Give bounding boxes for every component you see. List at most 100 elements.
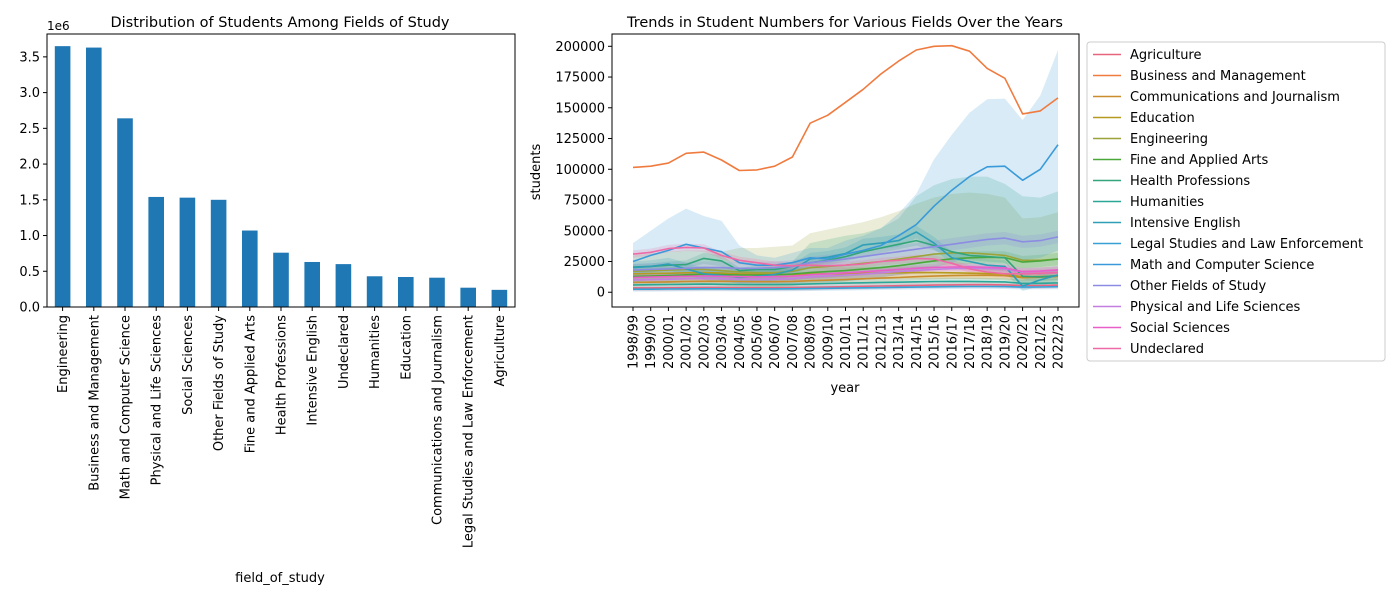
bar-chart-y-tick-label: 2.5 [19, 122, 40, 137]
line-chart-x-tick-label: 2006/07 [768, 315, 783, 369]
bar-chart-x-tick-label: Agriculture [493, 315, 508, 387]
line-chart-y-tick-label: 75000 [564, 194, 605, 209]
bar-chart-x-tick-label: Other Fields of Study [212, 315, 227, 451]
series-line-communications-and-journalism [632, 274, 1059, 284]
line-chart-x-tick-label: 2019/20 [998, 315, 1013, 369]
line-chart-series [632, 44, 1059, 290]
bar-chart-x-tick-label: Health Professions [275, 315, 290, 435]
bar-business-and-management [86, 47, 102, 308]
bar-physical-and-life-sciences [148, 196, 164, 307]
line-chart-y-tick-label: 125000 [555, 132, 605, 147]
line-chart-x-tick-label: 2003/04 [715, 315, 730, 369]
line-chart-x-tick-label: 2001/02 [680, 315, 695, 369]
bar-chart-x-tick-label: Legal Studies and Law Enforcement [462, 315, 477, 548]
line-chart-x-tick-label: 2004/05 [733, 315, 748, 369]
legend-label-legal-studies-and-law-enforcement: Legal Studies and Law Enforcement [1130, 237, 1363, 252]
line-chart-y-axis: 0 25000 50000 75000 100000 125000 150000 175000… [555, 40, 612, 301]
series-line-legal-studies-and-law-enforcement [633, 285, 1059, 290]
line-chart-x-tick-label: 2018/19 [981, 315, 996, 369]
series-line-agriculture [633, 283, 1059, 289]
bar-chart-x-tick-label: Social Sciences [181, 315, 196, 415]
bar-undeclared [335, 264, 352, 307]
legend-label-intensive-english: Intensive English [1130, 216, 1241, 231]
bar-education [398, 276, 414, 307]
line-chart-y-tick-label: 50000 [564, 224, 605, 239]
bar-chart-x-tick-label: Engineering [56, 315, 71, 393]
line-chart-x-tick-label: 2020/21 [1016, 315, 1031, 369]
line-chart-x-tick-label: 1998/99 [627, 315, 642, 369]
line-chart-x-tick-label: 2022/23 [1052, 315, 1067, 369]
series-line-social-sciences [632, 266, 1059, 279]
line-chart-y-tick-label: 200000 [555, 40, 605, 55]
line-chart-frame [611, 33, 1080, 308]
line-chart-x-axis: 1998/99 1999/00 2000/01 2001/02 2002/03 2003/… [627, 307, 1067, 369]
bar-social-sciences [179, 197, 196, 307]
legend-label-business-and-management: Business and Management [1130, 69, 1306, 84]
legend-label-agriculture: Agriculture [1130, 48, 1202, 63]
bar-chart-y-tick-label: 2.0 [19, 158, 40, 173]
bar-chart-title: Distribution of Students Among Fields of… [110, 15, 449, 31]
bar-chart-y-tick-label: 0.5 [19, 265, 40, 280]
line-chart-x-tick-label: 2010/11 [839, 315, 854, 369]
bar-health-professions [273, 252, 289, 307]
bar-chart-x-tick-label: Fine and Applied Arts [243, 315, 258, 453]
legend-box [1086, 41, 1386, 362]
line-chart-xlabel: year [830, 381, 860, 396]
series-line-health-professions [632, 239, 1059, 278]
legend-label-health-professions: Health Professions [1130, 174, 1250, 189]
series-line-physical-and-life-sciences [632, 267, 1059, 281]
line-chart-x-tick-label: 2012/13 [874, 315, 889, 369]
bar-chart-x-tick-label: Business and Management [87, 315, 102, 491]
legend-label-undeclared: Undeclared [1130, 342, 1204, 357]
line-chart-x-tick-label: 2016/17 [945, 315, 960, 369]
line-chart-y-tick-label: 100000 [555, 163, 605, 178]
series-line-humanities [632, 280, 1059, 286]
line-chart-x-tick-label: 2002/03 [697, 315, 712, 369]
bar-chart-x-tick-label: Math and Computer Science [119, 315, 134, 499]
bar-chart-x-tick-label: Education [399, 315, 414, 380]
line-chart-x-tick-label: 2021/22 [1034, 315, 1049, 369]
line-chart-x-tick-label: 2017/18 [963, 315, 978, 369]
bar-humanities [366, 276, 383, 307]
line-chart-x-tick-label: 2008/09 [804, 315, 819, 369]
bar-chart-x-tick-label: Humanities [368, 315, 383, 389]
bar-intensive-english [304, 261, 320, 307]
bar-legal-studies-and-law-enforcement [460, 287, 476, 307]
line-chart-x-tick-label: 2014/15 [910, 315, 925, 369]
bar-chart-y-tick-label: 1.0 [19, 229, 40, 244]
bar-chart-y-axis: 0.0 0.5 1.0 1.5 2.0 2.5 3.0 3.5 [19, 50, 47, 316]
bar-other-fields-of-study [210, 199, 227, 307]
legend-label-communications-and-journalism: Communications and Journalism [1130, 90, 1340, 105]
line-chart-y-tick-label: 25000 [564, 255, 605, 270]
bar-chart-x-tick-label: Communications and Journalism [431, 315, 446, 525]
legend-label-math-and-computer-science: Math and Computer Science [1130, 258, 1314, 273]
bar-chart-x-tick-label: Undeclared [337, 315, 352, 389]
bar-fine-and-applied-arts [242, 230, 258, 307]
bar-chart-y-tick-label: 3.5 [19, 50, 40, 65]
series-line-undeclared [632, 246, 1059, 275]
bar-engineering [54, 46, 71, 307]
legend-label-physical-and-life-sciences: Physical and Life Sciences [1130, 300, 1301, 315]
legend-label-education: Education [1130, 111, 1195, 126]
band-math-and-computer-science [633, 50, 1058, 285]
bar-chart-frame [46, 33, 516, 308]
line-chart-x-tick-label: 2009/10 [821, 315, 836, 369]
line-chart-x-tick-label: 2007/08 [786, 315, 801, 369]
bar-chart-x-tick-label: Intensive English [306, 315, 321, 426]
line-chart-x-tick-label: 2000/01 [662, 315, 677, 369]
series-line-other-fields-of-study [632, 236, 1059, 271]
line-chart-y-tick-label: 0 [597, 286, 605, 301]
line-chart-x-tick-label: 2015/16 [928, 315, 943, 369]
line-chart-title: Trends in Student Numbers for Various Fi… [626, 15, 1063, 31]
bar-chart-y-tick-label: 3.0 [19, 86, 40, 101]
line-chart-y-tick-label: 150000 [555, 101, 605, 116]
legend-label-other-fields-of-study: Other Fields of Study [1130, 279, 1266, 294]
bar-agriculture [491, 289, 508, 307]
bar-chart-xlabel: field_of_study [235, 571, 325, 586]
bar-chart-bars [54, 46, 508, 308]
bar-chart: Distribution of Students Among Fields of… [19, 15, 516, 586]
line-chart-x-tick-label: 1999/00 [644, 315, 659, 369]
bar-chart-y-tick-label: 1.5 [19, 193, 40, 208]
line-chart-y-tick-label: 175000 [555, 71, 605, 86]
